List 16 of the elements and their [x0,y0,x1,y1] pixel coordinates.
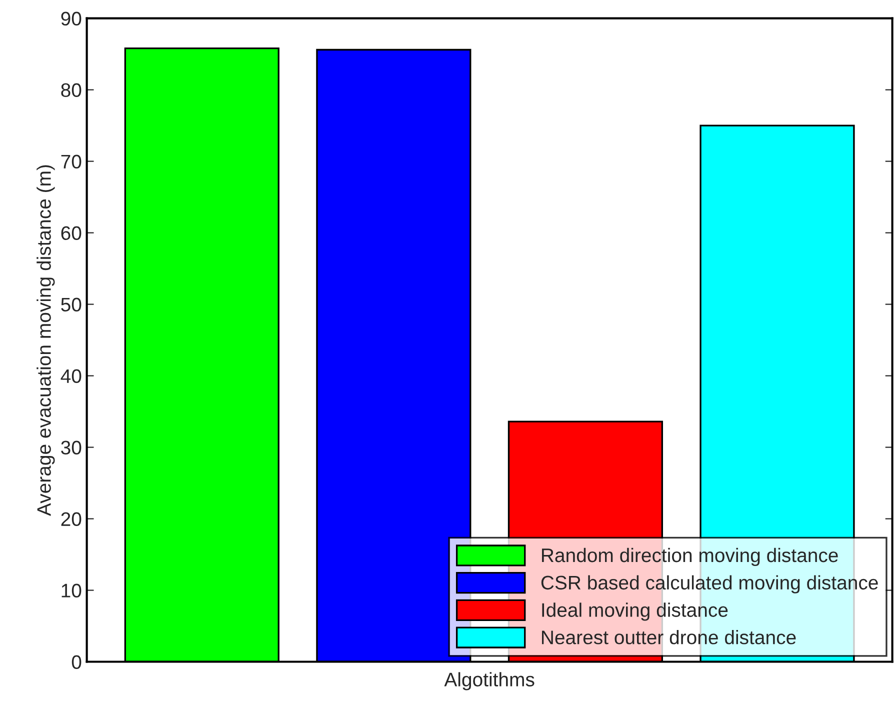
y-axis-title: Average evacuation moving distance (m) [36,165,55,516]
y-tick-label: 80 [61,83,82,98]
y-tick-label: 20 [61,512,82,526]
y-tick-label: 40 [60,369,82,384]
y-tick-label: 30 [61,440,82,455]
legend-label: Random direction moving distance [542,548,838,566]
legend-label: Ideal moving distance [542,602,728,621]
y-tick-label: 10 [62,584,82,598]
y-tick-label: 0 [72,655,82,669]
y-tick-label: 60 [61,226,82,240]
y-tick-label: 50 [61,298,82,312]
legend-label: CSR based calculated moving distance [541,575,878,594]
y-tick-label: 70 [61,154,82,169]
x-axis-title: Algotithms [444,672,534,690]
y-tick-label: 90 [61,12,82,26]
legend-label: Nearest outter drone distance [542,630,796,644]
